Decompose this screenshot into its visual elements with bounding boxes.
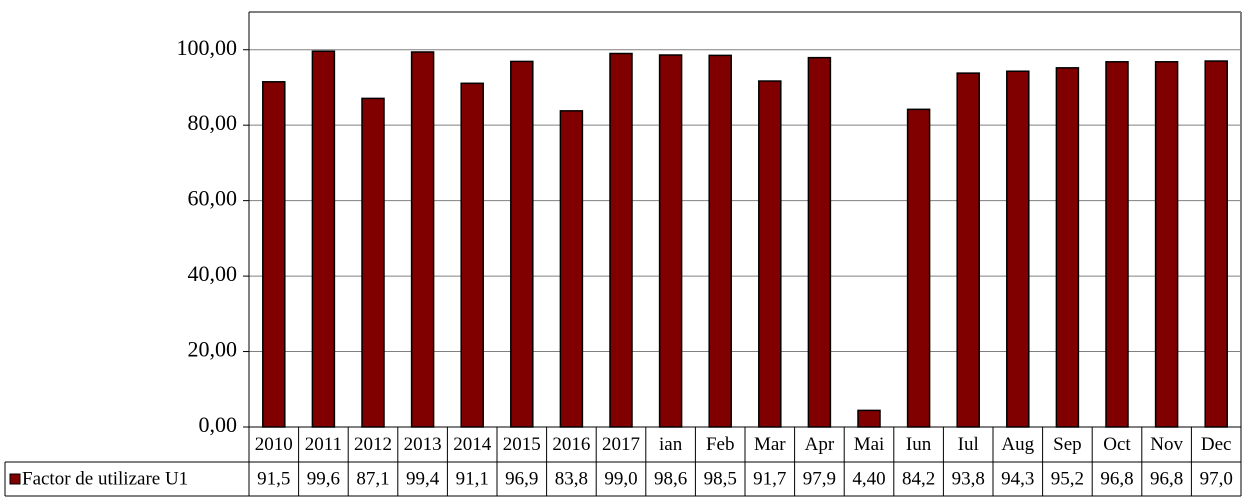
bar: [956, 72, 980, 428]
y-tick-label: 100,00: [177, 35, 238, 60]
category-cell: 2011: [305, 434, 342, 455]
y-tick-label: 80,00: [188, 110, 238, 135]
bar: [857, 409, 881, 428]
category-cell: ian: [659, 434, 683, 455]
category-cell: 2010: [255, 434, 293, 455]
bar: [1055, 67, 1080, 428]
value-cell: 96,8: [1100, 468, 1133, 489]
value-cell: 96,8: [1150, 468, 1183, 489]
y-tick-label: 0,00: [199, 412, 238, 437]
category-cell: Aug: [1001, 434, 1034, 455]
bar: [609, 52, 633, 428]
bar: [559, 110, 584, 428]
category-cell: 2013: [404, 434, 442, 455]
y-tick-label: 40,00: [188, 261, 238, 286]
bar: [807, 56, 832, 428]
bar: [510, 60, 534, 428]
category-cell: Dec: [1201, 434, 1232, 455]
value-cell: 97,9: [803, 468, 836, 489]
value-cell: 91,1: [456, 468, 489, 489]
value-cell: 96,9: [505, 468, 538, 489]
bar: [262, 81, 286, 428]
bar: [1154, 61, 1179, 428]
value-cell: 99,6: [307, 468, 340, 489]
value-cell: 97,0: [1200, 468, 1233, 489]
value-cell: 94,3: [1001, 468, 1034, 489]
category-cell: 2015: [503, 434, 541, 455]
y-tick-label: 60,00: [188, 186, 238, 211]
bar: [758, 80, 782, 428]
value-cell: 93,8: [952, 468, 985, 489]
bar: [361, 97, 385, 428]
value-cell: 98,5: [704, 468, 737, 489]
category-cell: Sep: [1053, 434, 1082, 455]
bar: [410, 51, 435, 428]
category-cell: 2016: [552, 434, 590, 455]
category-cell: Nov: [1150, 434, 1183, 455]
value-cell: 83,8: [555, 468, 588, 489]
bar: [906, 108, 931, 428]
value-cell: 98,6: [654, 468, 687, 489]
bar: [1204, 60, 1228, 428]
value-cell: 91,5: [257, 468, 290, 489]
y-tick-label: 20,00: [188, 337, 238, 362]
legend-label: Factor de utilizare U1: [22, 468, 188, 489]
category-cell: 2017: [602, 434, 640, 455]
value-cell: 84,2: [902, 468, 935, 489]
category-cell: 2014: [453, 434, 492, 455]
category-cell: 2012: [354, 434, 392, 455]
category-cell: Mar: [754, 434, 786, 455]
bar: [311, 50, 336, 428]
legend-swatch: [9, 473, 21, 485]
category-cell: Mai: [854, 434, 885, 455]
category-cell: Oct: [1103, 434, 1131, 455]
bar: [1105, 61, 1129, 428]
category-cell: Feb: [706, 434, 735, 455]
value-cell: 99,4: [406, 468, 440, 489]
value-cell: 99,0: [604, 468, 637, 489]
value-cell: 4,40: [852, 468, 885, 489]
value-cell: 95,2: [1051, 468, 1084, 489]
category-cell: Apr: [805, 434, 835, 455]
value-cell: 91,7: [753, 468, 786, 489]
value-cell: 87,1: [356, 468, 389, 489]
category-cell: Iun: [906, 434, 932, 455]
bar: [1006, 70, 1030, 428]
bar: [460, 82, 484, 428]
bar: [658, 54, 683, 428]
bar: [708, 54, 732, 428]
category-cell: Iul: [958, 434, 979, 455]
